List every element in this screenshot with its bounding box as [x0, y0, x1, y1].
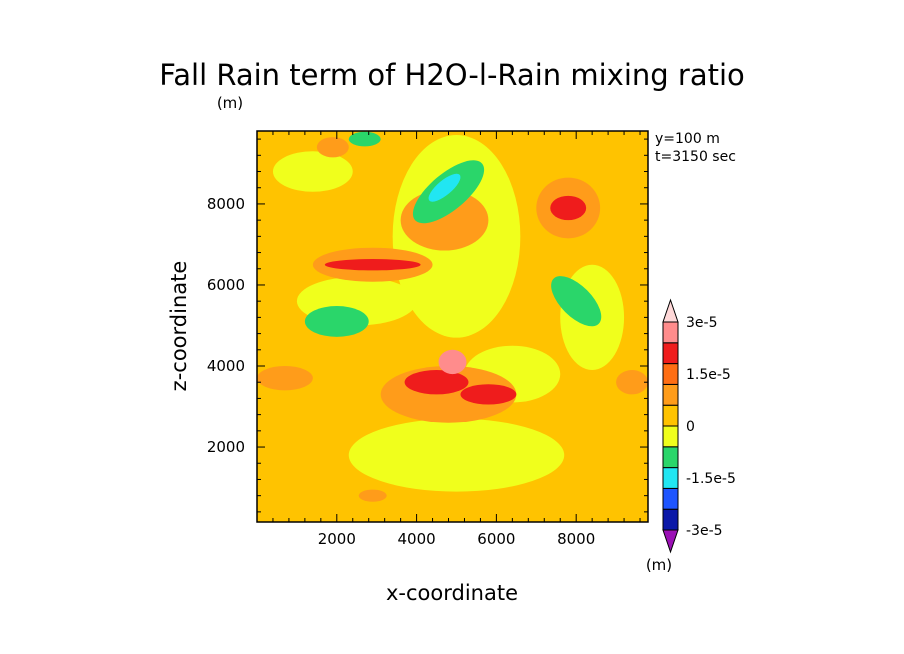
colorbar-swatch: [662, 446, 679, 469]
colorbar-label: 3e-5: [686, 315, 717, 331]
contour-region-green: [304, 306, 369, 337]
plot-area: [256, 130, 649, 523]
colorbar-swatch: [662, 363, 679, 385]
colorbar-end-low: [662, 529, 679, 554]
colorbar-label: 0: [686, 419, 695, 435]
unit-top-label: (m): [217, 94, 243, 112]
x-axis: 2000 4000 6000 8000: [272, 131, 641, 548]
contour-region-cyan: [428, 173, 461, 202]
y-tick-label: 4000: [207, 357, 245, 375]
contour-region-orange: [358, 489, 387, 502]
contour-region-red: [550, 195, 587, 221]
colorbar-label: 1.5e-5: [686, 367, 731, 383]
y-axis: 2000 4000 6000 8000: [207, 138, 648, 513]
colorbar-swatch: [662, 467, 679, 489]
colorbar-unit-label: (m): [646, 556, 672, 574]
contour-region-red: [460, 384, 517, 405]
colorbar-swatch: [662, 425, 679, 448]
contour-region-red: [404, 370, 469, 395]
colorbar-end-high: [662, 298, 679, 323]
contour-region-green: [551, 276, 602, 327]
colorbar-swatch: [662, 404, 679, 427]
y-tick-label: 8000: [207, 195, 245, 213]
contour-region-yellow: [272, 151, 353, 192]
plot-frame: [256, 130, 649, 523]
info-y-label: y=100 m: [655, 131, 720, 147]
x-tick-label: 6000: [477, 530, 515, 548]
contour-fields: [257, 131, 648, 502]
contour-region-orange: [616, 370, 648, 395]
x-tick-label: 4000: [397, 530, 435, 548]
y-tick-label: 6000: [207, 276, 245, 294]
y-axis-label: z-coordinate: [167, 261, 191, 392]
colorbar-label: -1.5e-5: [686, 471, 736, 487]
contour-region-orange: [316, 137, 349, 158]
contour-region-pink: [438, 349, 467, 375]
colorbar-swatch: [662, 342, 679, 365]
colorbar-swatch: [662, 321, 679, 344]
colorbar-swatch: [662, 487, 679, 510]
x-tick-label: 2000: [318, 530, 356, 548]
colorbar-swatch: [662, 508, 679, 531]
x-axis-label: x-coordinate: [386, 581, 518, 605]
colorbar-swatch: [662, 383, 679, 406]
y-tick-label: 2000: [207, 438, 245, 456]
colorbar-label: -3e-5: [686, 523, 723, 539]
x-tick-label: 8000: [557, 530, 595, 548]
contour-region-orange: [257, 366, 313, 391]
contour-region-red: [324, 259, 421, 271]
contour-region-yellow: [348, 418, 565, 492]
colorbar: 3e-5 1.5e-5 0 -1.5e-5 -3e-5: [662, 298, 736, 554]
contour-region-green: [348, 131, 381, 147]
chart-title: Fall Rain term of H2O-l-Rain mixing rati…: [159, 58, 745, 92]
info-t-label: t=3150 sec: [655, 149, 736, 165]
